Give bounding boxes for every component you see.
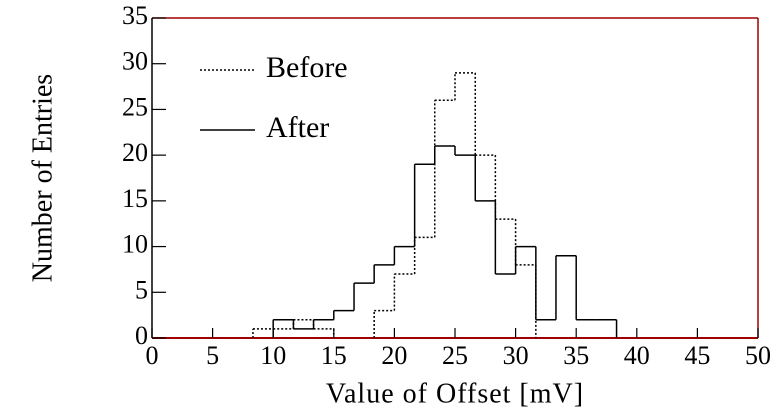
x-tick-label: 0: [146, 341, 159, 370]
legend-label: Before: [266, 51, 348, 84]
x-tick-label: 50: [745, 341, 771, 370]
y-tick-label: 25: [122, 92, 148, 121]
x-tick-label: 15: [321, 341, 347, 370]
y-axis-label: Number of Entries: [27, 74, 58, 282]
y-tick-label: 20: [122, 138, 148, 167]
y-tick-label: 5: [135, 275, 148, 304]
y-tick-label: 35: [122, 1, 148, 30]
legend-label: After: [266, 111, 329, 144]
y-tick-label: 10: [122, 230, 148, 259]
y-tick-label: 0: [135, 321, 148, 350]
x-tick-label: 35: [563, 341, 589, 370]
x-tick-label: 25: [442, 341, 468, 370]
x-tick-label: 40: [624, 341, 650, 370]
y-tick-label: 15: [122, 184, 148, 213]
x-axis-label: Value of Offset [mV]: [326, 378, 584, 409]
x-tick-label: 5: [206, 341, 219, 370]
y-tick-label: 30: [122, 47, 148, 76]
x-tick-label: 20: [381, 341, 407, 370]
x-tick-label: 10: [260, 341, 286, 370]
x-tick-label: 45: [684, 341, 710, 370]
x-tick-label: 30: [503, 341, 529, 370]
